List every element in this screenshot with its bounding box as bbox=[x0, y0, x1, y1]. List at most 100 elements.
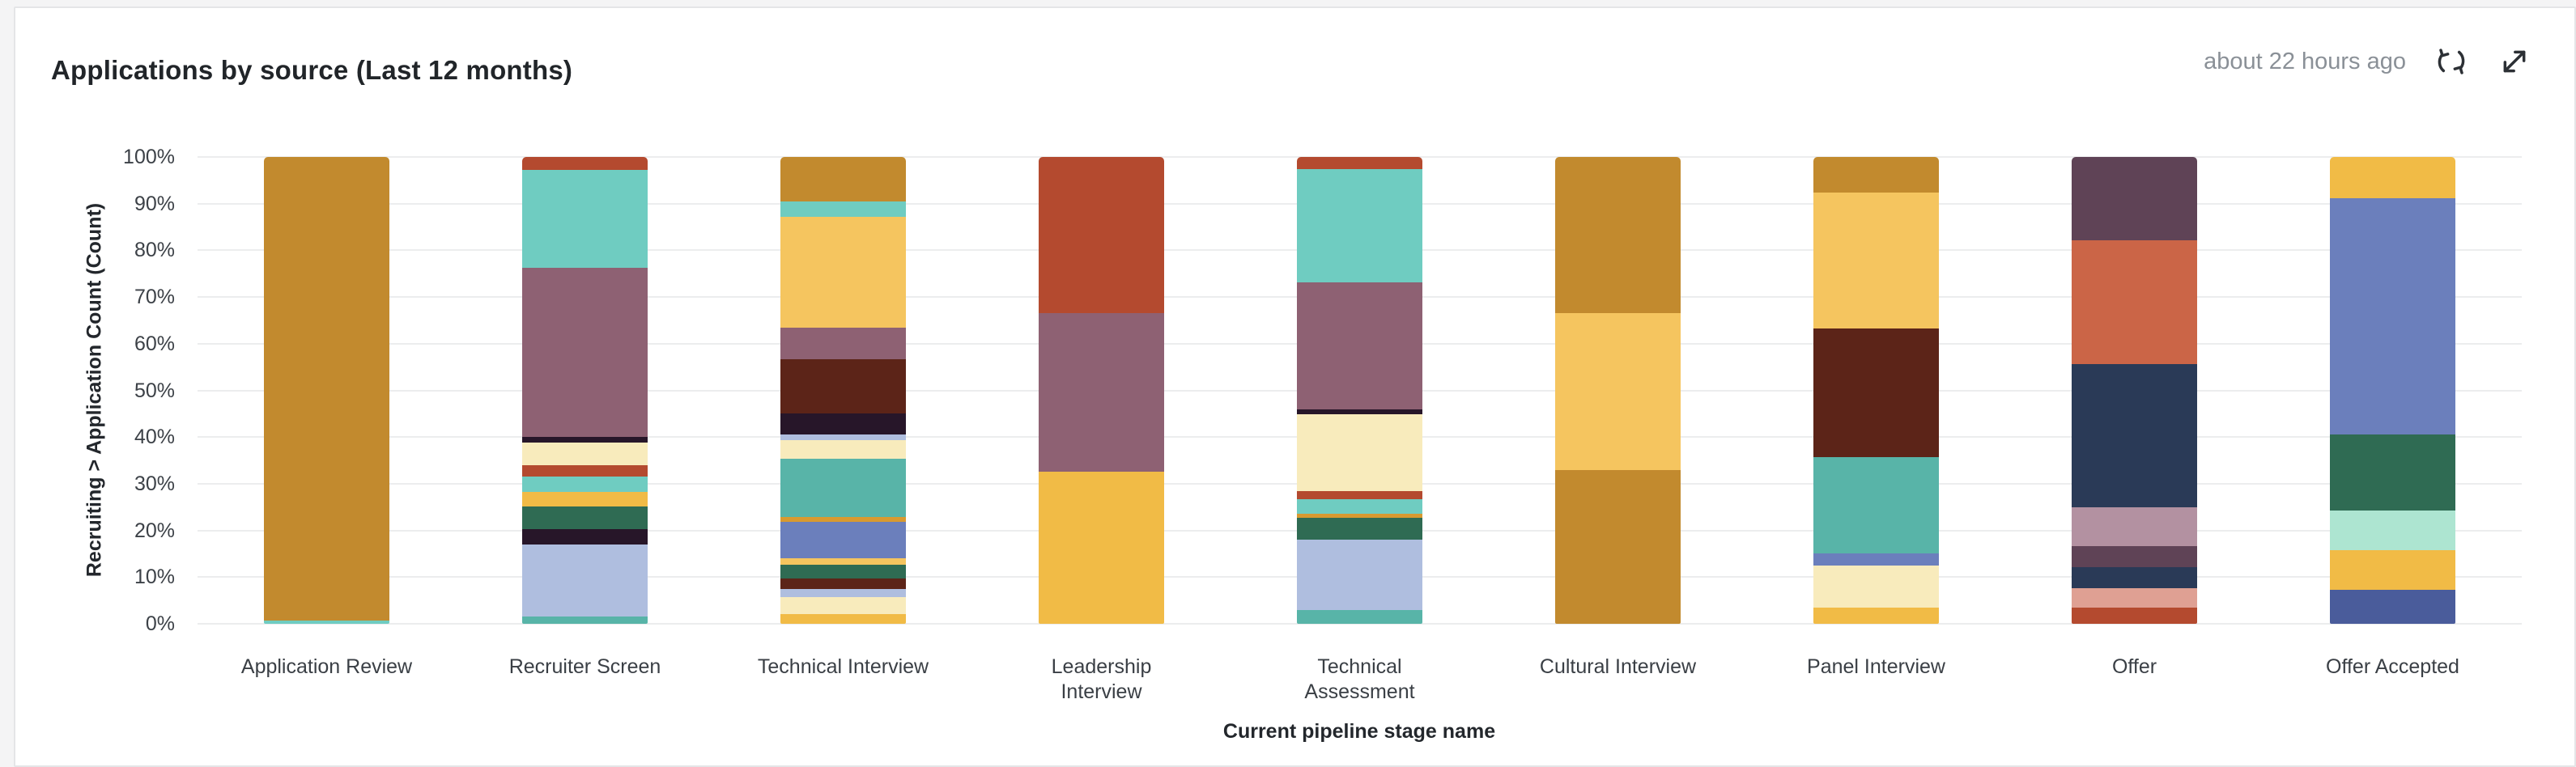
chart-title: Applications by source (Last 12 months) bbox=[51, 55, 573, 85]
bar-segment[interactable] bbox=[780, 614, 906, 624]
bar-offer[interactable] bbox=[2072, 157, 2197, 624]
bar-segment[interactable] bbox=[522, 157, 648, 170]
expand-button[interactable] bbox=[2497, 44, 2532, 79]
bar-segment[interactable] bbox=[2072, 587, 2197, 608]
x-tick-label: Application Review bbox=[240, 655, 413, 678]
x-tick-label: Panel Interview bbox=[1807, 655, 1945, 678]
bar-segment[interactable] bbox=[2330, 197, 2455, 434]
x-tick-label: Technical Assessment bbox=[1304, 655, 1415, 703]
bar-segment[interactable] bbox=[522, 476, 648, 492]
bar-segment[interactable] bbox=[1297, 169, 1422, 282]
bar-segment[interactable] bbox=[2330, 550, 2455, 590]
bar-segment[interactable] bbox=[780, 517, 906, 523]
x-tick-label: Cultural Interview bbox=[1539, 655, 1697, 678]
y-tick-label: 10% bbox=[134, 566, 175, 589]
bar-segment[interactable] bbox=[780, 578, 906, 590]
bar-segment[interactable] bbox=[2330, 589, 2455, 624]
x-tick-label: Offer Accepted bbox=[2326, 655, 2459, 678]
bar-segment[interactable] bbox=[522, 169, 648, 268]
bar-segment[interactable] bbox=[2072, 157, 2197, 240]
bar-segment[interactable] bbox=[522, 544, 648, 617]
bar-segment[interactable] bbox=[1297, 409, 1422, 415]
refresh-button[interactable] bbox=[2434, 44, 2469, 79]
y-tick-label: 50% bbox=[134, 379, 175, 402]
bar-segment[interactable] bbox=[2072, 546, 2197, 568]
bar-segment[interactable] bbox=[2330, 511, 2455, 551]
bar-segment[interactable] bbox=[522, 506, 648, 529]
bar-segment[interactable] bbox=[1813, 553, 1939, 566]
bar-segment[interactable] bbox=[1555, 469, 1681, 624]
bar-segment[interactable] bbox=[1297, 490, 1422, 500]
bar-cultural-interview[interactable] bbox=[1555, 157, 1681, 624]
header-meta: about 22 hours ago bbox=[2204, 44, 2532, 79]
bar-segment[interactable] bbox=[780, 564, 906, 578]
bar-segment[interactable] bbox=[1813, 157, 1939, 193]
bar-segment[interactable] bbox=[522, 617, 648, 624]
bar-segment[interactable] bbox=[780, 157, 906, 201]
bar-segment[interactable] bbox=[780, 458, 906, 518]
bar-segment[interactable] bbox=[1297, 610, 1422, 624]
bar-segment[interactable] bbox=[1297, 499, 1422, 515]
bar-segment[interactable] bbox=[780, 597, 906, 615]
bar-recruiter-screen[interactable] bbox=[522, 157, 648, 624]
bar-segment[interactable] bbox=[1297, 157, 1422, 169]
bar-segment[interactable] bbox=[780, 413, 906, 434]
bar-segment[interactable] bbox=[1297, 414, 1422, 491]
bar-segment[interactable] bbox=[522, 267, 648, 437]
x-axis-title: Current pipeline stage name bbox=[1222, 720, 1496, 743]
bar-segment[interactable] bbox=[780, 201, 906, 217]
bar-segment[interactable] bbox=[2330, 434, 2455, 511]
bar-segment[interactable] bbox=[2330, 157, 2455, 198]
bar-segment[interactable] bbox=[780, 589, 906, 597]
bar-technical-interview[interactable] bbox=[780, 157, 906, 624]
bar-segment[interactable] bbox=[522, 528, 648, 545]
bar-segment[interactable] bbox=[2072, 608, 2197, 624]
bar-segment[interactable] bbox=[264, 157, 389, 621]
bar-segment[interactable] bbox=[1813, 607, 1939, 624]
bar-technical-assessment[interactable] bbox=[1297, 157, 1422, 624]
bar-segment[interactable] bbox=[1039, 157, 1164, 314]
bar-segment[interactable] bbox=[780, 216, 906, 328]
bar-segment[interactable] bbox=[1555, 157, 1681, 314]
bar-segment[interactable] bbox=[780, 558, 906, 565]
y-tick-label: 60% bbox=[134, 332, 175, 355]
y-tick-label: 70% bbox=[134, 286, 175, 309]
bar-segment[interactable] bbox=[522, 436, 648, 443]
expand-icon bbox=[2503, 50, 2526, 73]
bar-segment[interactable] bbox=[264, 620, 389, 624]
bar-segment[interactable] bbox=[2072, 567, 2197, 588]
x-tick-label: Recruiter Screen bbox=[508, 655, 661, 678]
bar-segment[interactable] bbox=[2072, 239, 2197, 365]
bar-segment[interactable] bbox=[1813, 192, 1939, 329]
y-tick-label: 20% bbox=[134, 519, 175, 542]
bar-segment[interactable] bbox=[1297, 540, 1422, 611]
plot-area bbox=[198, 156, 2522, 625]
y-tick-label: 100% bbox=[123, 146, 175, 168]
bar-leadership-interview[interactable] bbox=[1039, 157, 1164, 624]
bar-segment[interactable] bbox=[2072, 506, 2197, 547]
bar-segment[interactable] bbox=[1813, 328, 1939, 457]
bar-segment[interactable] bbox=[522, 465, 648, 477]
bar-segment[interactable] bbox=[522, 491, 648, 506]
bar-segment[interactable] bbox=[1039, 472, 1164, 624]
bar-offer-accepted[interactable] bbox=[2330, 157, 2455, 624]
bar-segment[interactable] bbox=[780, 439, 906, 459]
bar-segment[interactable] bbox=[1813, 456, 1939, 553]
bar-segment[interactable] bbox=[1813, 566, 1939, 608]
card-header: Applications by source (Last 12 months) … bbox=[15, 8, 2574, 113]
bar-segment[interactable] bbox=[522, 442, 648, 466]
bar-segment[interactable] bbox=[1297, 517, 1422, 540]
x-tick-label: Technical Interview bbox=[757, 655, 929, 678]
bar-segment[interactable] bbox=[2072, 364, 2197, 507]
bar-segment[interactable] bbox=[1297, 282, 1422, 409]
bar-segment[interactable] bbox=[780, 359, 906, 414]
bar-segment[interactable] bbox=[780, 434, 906, 440]
bar-panel-interview[interactable] bbox=[1813, 157, 1939, 624]
bar-segment[interactable] bbox=[780, 328, 906, 360]
bar-segment[interactable] bbox=[780, 522, 906, 559]
bar-segment[interactable] bbox=[1555, 313, 1681, 470]
bar-segment[interactable] bbox=[1039, 313, 1164, 472]
bar-segment[interactable] bbox=[1297, 514, 1422, 518]
bar-application-review[interactable] bbox=[264, 157, 389, 624]
